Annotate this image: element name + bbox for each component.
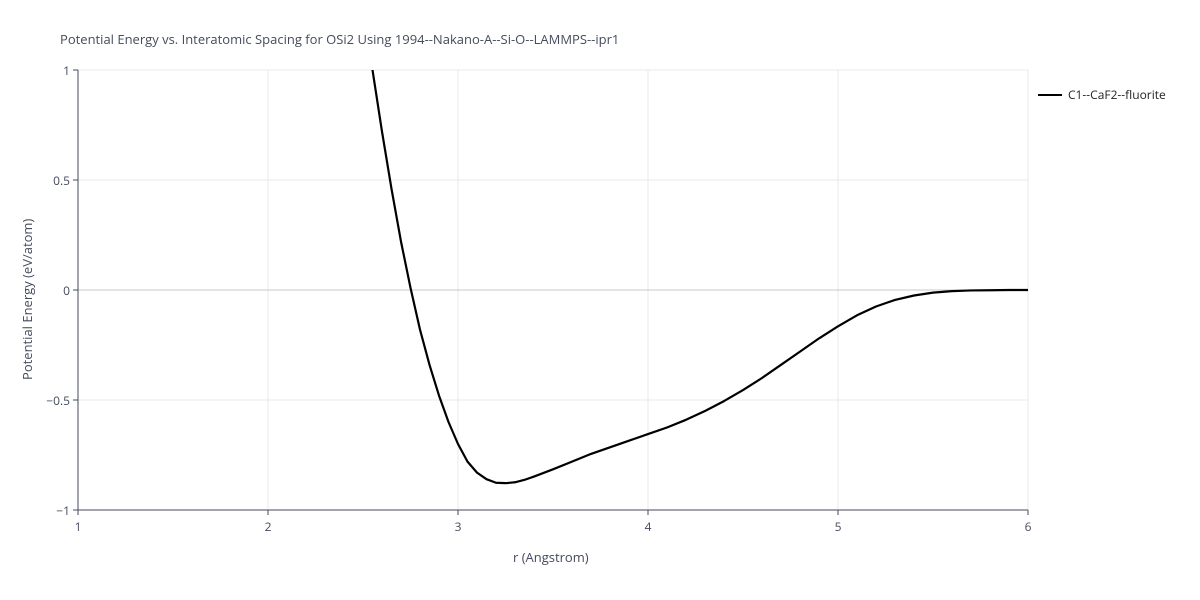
x-tick-label: 5	[828, 518, 848, 535]
series-line	[363, 4, 1028, 483]
y-tick-label: −1	[56, 502, 70, 519]
chart-container: { "chart": { "type": "line", "title": "P…	[0, 0, 1200, 600]
plot-svg[interactable]	[0, 0, 1200, 600]
x-tick-label: 1	[68, 518, 88, 535]
y-tick-label: 1	[63, 62, 70, 79]
y-tick-label: −0.5	[46, 392, 70, 409]
y-tick-label: 0	[63, 282, 70, 299]
x-tick-label: 6	[1018, 518, 1038, 535]
x-tick-label: 3	[448, 518, 468, 535]
x-tick-label: 4	[638, 518, 658, 535]
x-tick-label: 2	[258, 518, 278, 535]
y-tick-label: 0.5	[53, 172, 70, 189]
